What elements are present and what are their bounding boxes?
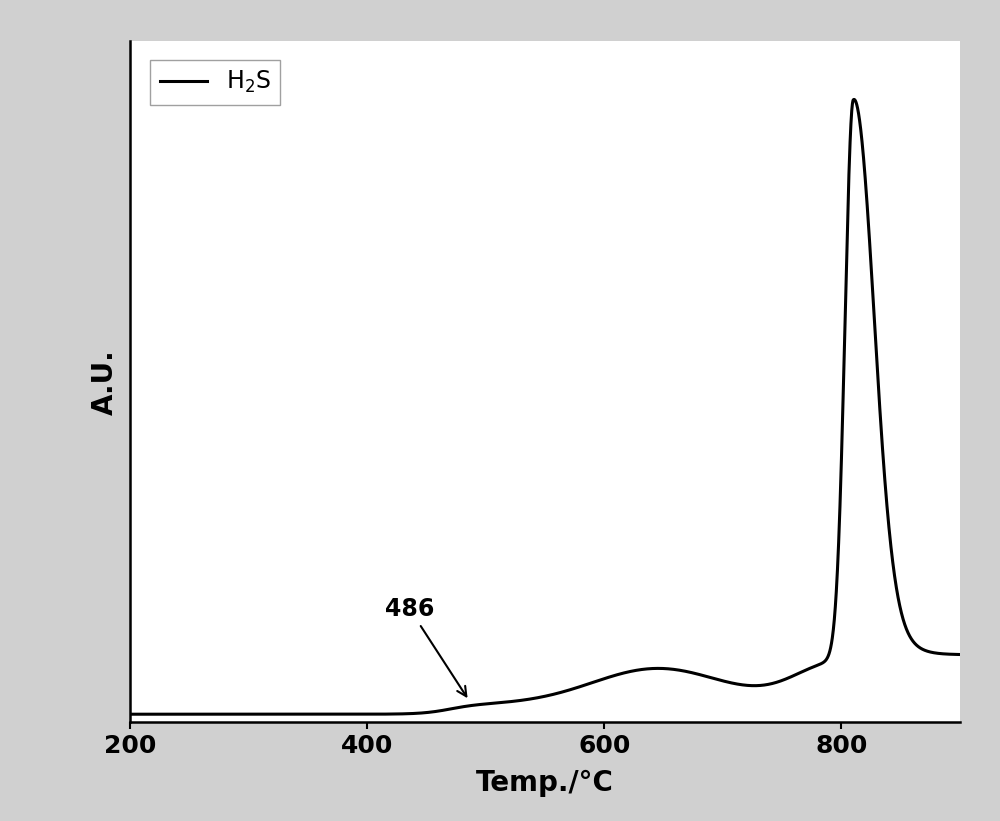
Text: 486: 486 — [385, 597, 466, 696]
Y-axis label: A.U.: A.U. — [91, 349, 119, 415]
Legend: H$_2$S: H$_2$S — [150, 60, 280, 105]
X-axis label: Temp./°C: Temp./°C — [476, 769, 614, 797]
